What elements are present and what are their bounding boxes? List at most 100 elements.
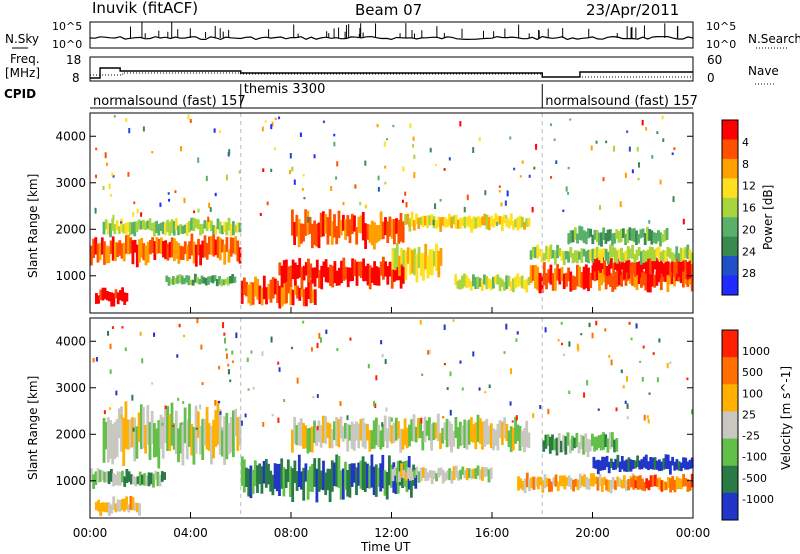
heatmap-cell: [612, 262, 615, 276]
heatmap-cell: [155, 220, 158, 233]
heatmap-cell: [635, 230, 638, 245]
heatmap-cell: [554, 268, 557, 291]
heatmap-cell: [394, 417, 398, 441]
heatmap-speckle: [515, 338, 518, 342]
heatmap-cell: [265, 287, 268, 305]
heatmap-speckle: [446, 387, 449, 390]
heatmap-cell: [355, 227, 359, 245]
heatmap-cell: [298, 258, 302, 278]
heatmap-cell: [107, 502, 111, 516]
heatmap-cell: [282, 260, 286, 284]
heatmap-cell: [300, 267, 304, 290]
heatmap-cell: [657, 230, 660, 242]
heatmap-speckle: [383, 141, 386, 147]
heatmap-cell: [662, 264, 666, 277]
heatmap-cell: [591, 433, 594, 447]
heatmap-speckle: [443, 324, 446, 330]
heatmap-cell: [437, 468, 441, 478]
heatmap-cell: [133, 502, 137, 511]
heatmap-speckle: [127, 172, 130, 177]
heatmap-cell: [120, 499, 124, 511]
heatmap-speckle: [227, 363, 230, 367]
heatmap-speckle: [164, 405, 167, 410]
heatmap-cell: [152, 473, 155, 488]
heatmap-speckle: [132, 211, 135, 217]
heatmap-speckle: [293, 179, 296, 185]
heatmap-cell: [352, 463, 356, 483]
heatmap-cell: [620, 271, 623, 287]
heatmap-speckle: [509, 368, 512, 375]
heatmap-cell: [617, 231, 621, 243]
heatmap-cell: [159, 414, 163, 449]
heatmap-cell: [556, 244, 559, 259]
heatmap-cell: [100, 237, 104, 255]
heatmap-cell: [476, 465, 480, 476]
heatmap-speckle: [227, 369, 230, 375]
heatmap-cell: [271, 474, 275, 496]
heatmap-speckle: [505, 215, 508, 219]
heatmap-cell: [170, 237, 174, 258]
noise-right-tick-top: 10^5: [706, 20, 736, 33]
heatmap-cell: [103, 241, 106, 265]
heatmap-cell: [115, 220, 119, 231]
heatmap-cell: [448, 468, 452, 481]
heatmap-cell: [587, 249, 590, 264]
heatmap-cell: [284, 469, 288, 488]
heatmap-cell: [673, 461, 677, 471]
heatmap-cell: [142, 406, 145, 449]
heatmap-cell: [211, 275, 215, 284]
heatmap-cell: [205, 242, 209, 260]
heatmap-speckle: [484, 391, 487, 394]
heatmap-cell: [686, 261, 690, 280]
heatmap-speckle: [318, 332, 321, 339]
heatmap-cell: [684, 457, 688, 470]
heatmap-cell: [651, 475, 655, 487]
heatmap-speckle: [461, 387, 464, 391]
heatmap-cell: [639, 229, 643, 239]
heatmap-cell: [363, 461, 367, 492]
heatmap-cell: [604, 434, 608, 448]
heatmap-cell: [640, 268, 643, 288]
heatmap-cell: [291, 429, 294, 453]
heatmap-speckle: [333, 133, 336, 137]
heatmap-cell: [227, 249, 231, 263]
heatmap-cell: [591, 248, 595, 263]
heatmap-cell: [589, 272, 593, 288]
heatmap-cell: [474, 277, 478, 289]
heatmap-speckle: [643, 414, 646, 421]
heatmap-speckle: [506, 190, 509, 197]
heatmap-cell: [434, 422, 438, 439]
heatmap-cell: [551, 434, 554, 451]
heatmap-speckle: [620, 369, 623, 374]
heatmap-cell: [197, 238, 200, 256]
heatmap-cell: [583, 474, 586, 487]
heatmap-cell: [135, 426, 139, 459]
cpid-label: CPID: [4, 87, 36, 101]
heatmap-speckle: [452, 319, 455, 322]
heatmap-cell: [218, 237, 222, 261]
heatmap-speckle: [380, 340, 383, 345]
heatmap-cell: [640, 260, 644, 273]
heatmap-speckle: [413, 154, 416, 160]
colorbar-tick-label: 8: [742, 158, 749, 171]
heatmap-cell: [278, 463, 281, 496]
heatmap-cell: [269, 279, 273, 303]
heatmap-cell: [679, 262, 683, 284]
heatmap-speckle: [283, 399, 286, 403]
heatmap-cell: [450, 471, 454, 484]
heatmap-cell: [507, 430, 511, 448]
heatmap-cell: [653, 457, 657, 470]
heatmap-speckle: [180, 422, 183, 425]
heatmap-cell: [183, 277, 186, 285]
heatmap-speckle: [111, 326, 114, 330]
heatmap-speckle: [672, 196, 675, 203]
heatmap-cell: [684, 478, 688, 487]
heatmap-cell: [377, 467, 380, 487]
heatmap-speckle: [112, 214, 115, 220]
heatmap-cell: [565, 250, 568, 260]
heatmap-cell: [96, 468, 100, 483]
heatmap-speckle: [521, 160, 524, 164]
colorbar-frame: [721, 329, 739, 521]
heatmap-cell: [430, 249, 434, 276]
heatmap-cell: [297, 422, 301, 446]
